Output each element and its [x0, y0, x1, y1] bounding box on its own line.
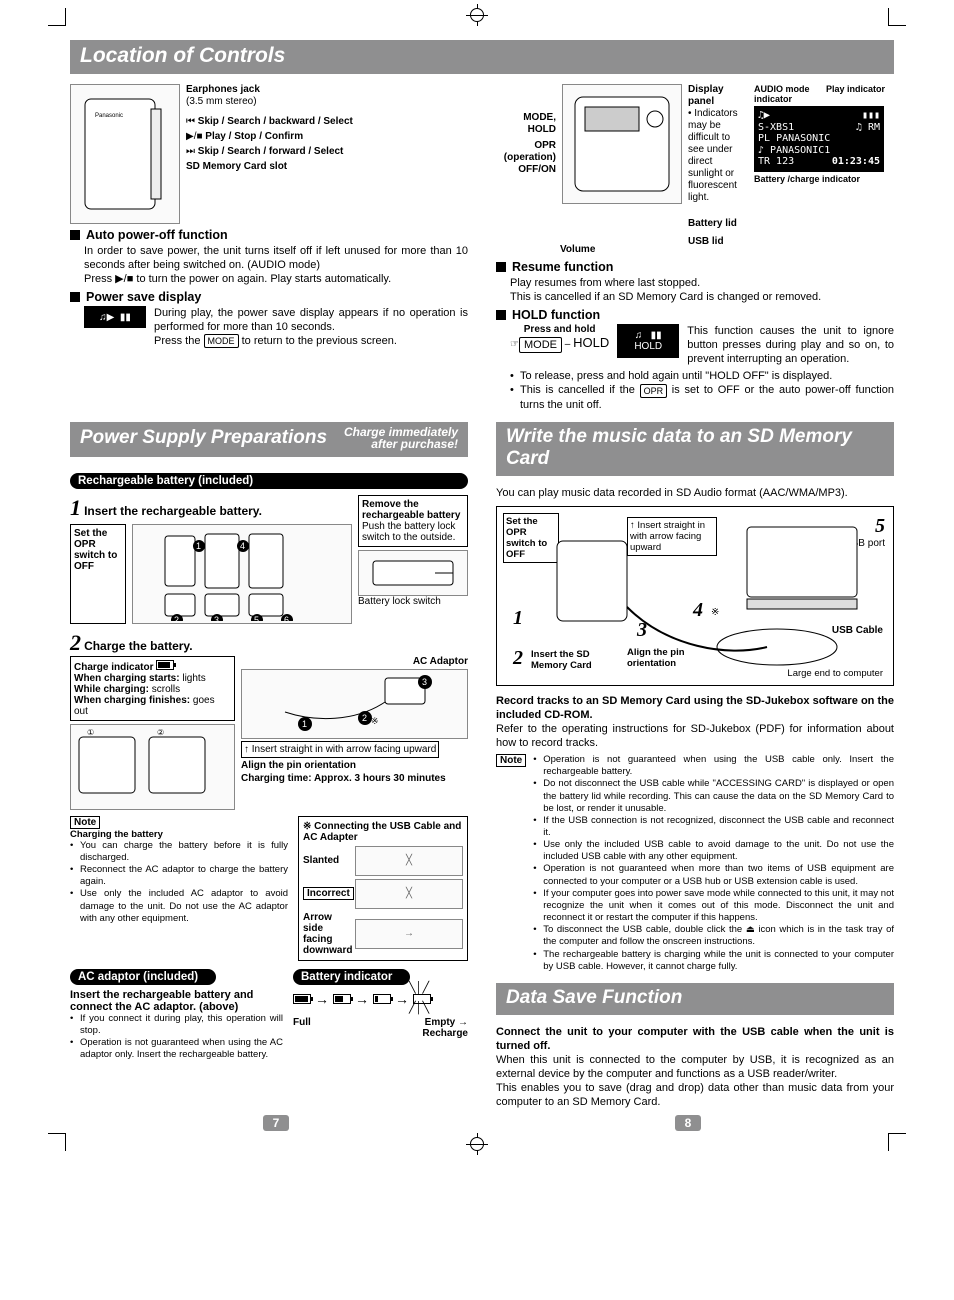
step-head-1: Insert the rechargeable battery. [84, 504, 262, 518]
bar-battery-indicator: Battery indicator [293, 969, 410, 985]
ac-list: If you connect it during play, this oper… [70, 1013, 283, 1062]
svg-text:①: ① [87, 728, 94, 737]
hold-mini-display: ♫ ▮▮ HOLD [617, 324, 679, 358]
svg-text:2: 2 [174, 615, 179, 621]
power-save-mini-display: ♫▶ ▮▮ [84, 306, 146, 328]
section-title-data-save: Data Save Function [496, 983, 894, 1015]
svg-text:Panasonic: Panasonic [95, 113, 123, 119]
step-head-2: Charge the battery. [84, 639, 192, 653]
svg-text:2: 2 [362, 713, 367, 723]
registration-mark [466, 4, 488, 26]
svg-text:1: 1 [302, 719, 307, 729]
insert-battery-diagram: 1 4 2 3 5 6 [132, 524, 352, 624]
data-save-p1: When this unit is connected to the compu… [496, 1053, 894, 1081]
display-panel-block: AUDIO mode indicator Play indicator ♫▶▮▮… [754, 84, 894, 248]
hold-press-diagram: Press and hold ☞MODE – HOLD [510, 324, 609, 352]
svg-text:5: 5 [254, 615, 259, 621]
text-auto-power-off: In order to save power, the unit turns i… [84, 244, 468, 286]
svg-text:3: 3 [422, 677, 427, 687]
lcd-display: ♫▶▮▮▮ S-XBS1♫ RM PL PANASONIC ♪ PANASONI… [754, 106, 884, 172]
remove-battery-box: Remove the rechargeable battery Push the… [358, 495, 468, 607]
page-number-right: 8 [675, 1115, 702, 1131]
charge-indicator-box: Charge indicator When charging starts: l… [70, 656, 235, 721]
data-save-p2: This enables you to save (drag and drop)… [496, 1081, 894, 1109]
device-top-diagram [562, 84, 682, 204]
data-save-head: Connect the unit to your computer with t… [496, 1025, 894, 1053]
bar-ac-adaptor: AC adaptor (included) [70, 969, 216, 985]
ac-head: Insert the rechargeable battery and conn… [70, 989, 283, 1013]
heading-power-save: Power save display [70, 290, 468, 304]
device-top-right-labels: Display panel • Indicators may be diffic… [688, 84, 748, 248]
text-power-save: During play, the power save display appe… [154, 306, 468, 348]
crop-mark [888, 1133, 906, 1151]
charge-diagram: ①② [70, 724, 235, 810]
note-label: Note [70, 816, 100, 829]
device-callouts: Earphones jack (3.5 mm stereo) ⏮ Skip / … [186, 84, 468, 224]
step-number-1: 1 [70, 495, 81, 520]
crop-mark [48, 8, 66, 26]
heading-resume: Resume function [496, 260, 894, 274]
record-head: Record tracks to an SD Memory Card using… [496, 694, 894, 722]
sd-connection-diagram: Set the OPR switch to OFF ↑ Insert strai… [496, 506, 894, 686]
svg-text:4: 4 [240, 541, 245, 551]
opr-off-box: Set the OPR switch to OFF [70, 524, 126, 624]
page-number-left: 7 [263, 1115, 290, 1131]
battery-indicator-graphic: → → → ╲│╱ ╱│╲ [293, 991, 468, 1007]
step-number-2: 2 [70, 630, 81, 655]
svg-text:※: ※ [371, 716, 379, 726]
svg-text:3: 3 [214, 615, 219, 621]
sd-intro: You can play music data recorded in SD A… [496, 486, 894, 500]
section-title-power-supply: Power Supply Preparations Charge immedia… [70, 422, 468, 457]
svg-text:②: ② [157, 728, 164, 737]
heading-auto-power-off: Auto power-off function [70, 228, 468, 242]
device-side-diagram: Panasonic [70, 84, 180, 224]
record-body: Refer to the operating instructions for … [496, 722, 894, 750]
note-title: Charging the battery [70, 829, 288, 840]
charge-right-labels: AC Adaptor 3 1 2 ※ ↑ Insert straight in … [241, 656, 468, 810]
text-hold-desc: This function causes the unit to ignore … [687, 324, 894, 366]
section-title-location: Location of Controls [70, 40, 894, 74]
device-top-left-labels: MODE, HOLD OPR (operation) OFF/ON [496, 84, 556, 248]
registration-mark [466, 1133, 488, 1155]
text-resume: Play resumes from where last stopped. Th… [510, 276, 894, 304]
bar-rechargeable: Rechargeable battery (included) [70, 473, 468, 489]
svg-text:6: 6 [284, 615, 289, 621]
crop-mark [888, 8, 906, 26]
note-label-sd: Note [496, 754, 526, 767]
crop-mark [48, 1133, 66, 1151]
hold-bullets: To release, press and hold again until "… [510, 369, 894, 411]
svg-text:1: 1 [196, 541, 201, 551]
section-title-sd-write: Write the music data to an SD Memory Car… [496, 422, 894, 476]
sd-notes-list: Operation is not guaranteed when using t… [533, 754, 894, 973]
usb-ac-connect-box: ※ Connecting the USB Cable and AC Adapte… [298, 816, 468, 961]
heading-hold: HOLD function [496, 308, 894, 322]
note-list: You can charge the battery before it is … [70, 840, 288, 925]
page-footer: 7 8 [70, 1115, 894, 1131]
